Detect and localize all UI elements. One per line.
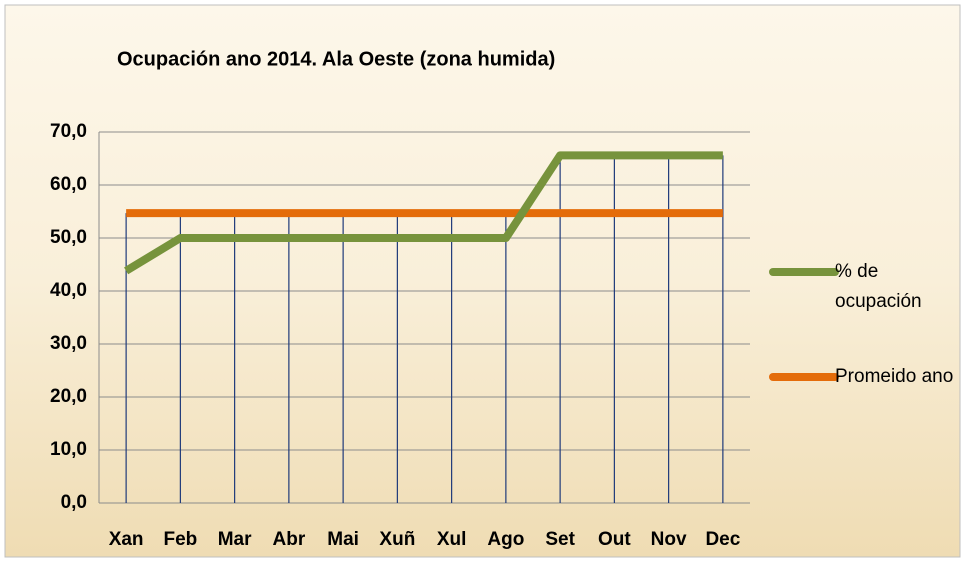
y-tick-label: 20,0 bbox=[50, 386, 87, 407]
x-tick-label: Abr bbox=[273, 529, 306, 550]
x-tick-label: Xan bbox=[109, 529, 144, 550]
x-tick-label: Nov bbox=[651, 529, 687, 550]
x-tick-label: Out bbox=[598, 529, 631, 550]
y-tick-label: 30,0 bbox=[50, 333, 87, 354]
y-tick-label: 0,0 bbox=[61, 492, 87, 513]
x-tick-label: Set bbox=[545, 529, 575, 550]
x-tick-label: Dec bbox=[705, 529, 740, 550]
series-line bbox=[124, 151, 723, 275]
x-tick-label: Mar bbox=[218, 529, 252, 550]
chart-area bbox=[4, 4, 961, 558]
y-tick-label: 40,0 bbox=[50, 280, 87, 301]
x-tick-label: Feb bbox=[163, 529, 197, 550]
y-tick-label: 60,0 bbox=[50, 174, 87, 195]
legend-label: % de ocupación bbox=[835, 261, 922, 312]
legend-label: Promeido ano bbox=[835, 366, 954, 387]
x-tick-label: Mai bbox=[327, 529, 359, 550]
chart-title: Ocupación ano 2014. Ala Oeste (zona humi… bbox=[117, 48, 555, 70]
x-tick-label: Ago bbox=[487, 529, 524, 550]
y-tick-label: 10,0 bbox=[50, 439, 87, 460]
x-tick-label: Xuñ bbox=[379, 529, 415, 550]
y-tick-label: 50,0 bbox=[50, 227, 87, 248]
x-tick-label: Xul bbox=[437, 529, 467, 550]
y-tick-label: 70,0 bbox=[50, 121, 87, 142]
